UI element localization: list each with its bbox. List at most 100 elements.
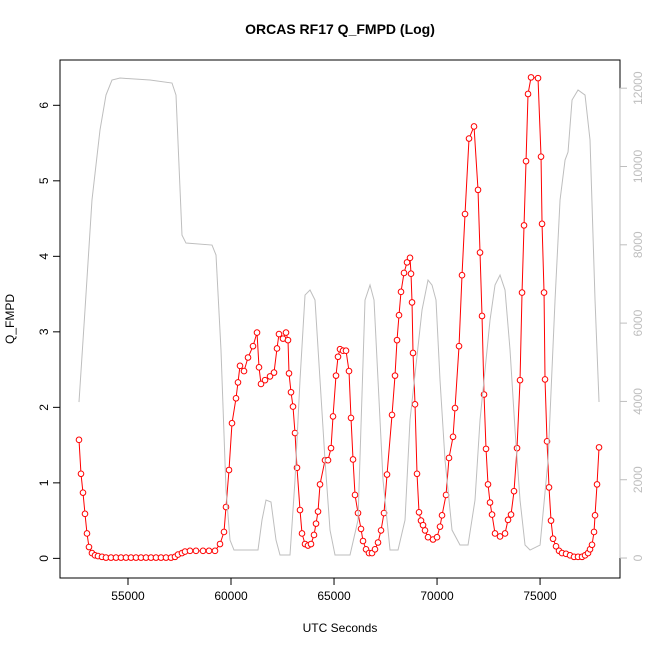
point [395,311,403,319]
point [284,336,292,344]
point [451,404,459,412]
point [228,419,236,427]
point [504,516,512,524]
y2-tick-label: 2000 [631,466,645,493]
point [518,289,526,296]
point [549,535,557,543]
point [75,436,83,444]
point [225,466,233,474]
point [253,329,261,336]
point [455,342,463,350]
y-tick-label: 3 [37,328,51,335]
point [595,444,603,451]
point [345,367,353,375]
point [534,74,542,82]
point [406,254,414,262]
y-tick-label: 2 [37,404,51,411]
point [403,259,411,266]
point [312,520,320,527]
y2-tick-label: 10000 [631,149,645,183]
point [342,347,350,355]
point [236,362,244,370]
y2-tick-label: 4000 [631,388,645,415]
point [593,481,601,488]
point [216,540,224,548]
y2-tick-label: 8000 [631,231,645,258]
point [329,413,337,420]
point [307,540,315,548]
point [527,74,535,81]
point [327,444,335,452]
point [465,135,473,142]
point [537,153,545,160]
point [255,364,263,371]
point [211,547,219,555]
chart-title: ORCAS RF17 Q_FMPD (Log) [245,21,435,37]
point [393,336,401,344]
point [285,370,293,377]
point [371,546,379,553]
point [474,186,482,194]
point [516,376,524,384]
point [275,330,283,338]
point [540,289,548,296]
point [316,481,324,488]
y2-tick-label: 0 [631,554,645,561]
point [590,528,598,536]
point [433,533,441,541]
point [232,394,240,402]
point [347,414,355,422]
point [77,470,85,478]
point [220,528,228,536]
point [266,373,274,380]
point [486,499,494,506]
point [324,456,332,464]
point [476,249,484,256]
point [296,506,304,514]
point [496,533,504,540]
point [287,388,295,396]
point [421,527,429,534]
point [257,380,265,388]
point [591,512,599,519]
point [351,491,359,499]
point [359,537,367,545]
point [438,512,446,519]
point [388,411,396,419]
point [538,220,546,228]
y-axis-label: Q_FMPD [3,294,17,344]
y-tick-label: 6 [37,102,51,109]
point [298,530,306,537]
point [186,547,194,555]
point [289,403,297,410]
point [391,372,399,379]
y-tick-label: 5 [37,177,51,184]
point [397,288,405,296]
point [413,470,421,478]
point [249,342,257,350]
series-line [78,77,600,556]
point [192,547,200,555]
y-tick-label: 0 [37,555,51,562]
point [491,530,499,537]
x-tick-label: 55000 [111,589,145,603]
x-tick-label: 75000 [523,589,557,603]
point [547,517,555,524]
y-tick-label: 1 [37,479,51,486]
point [484,481,492,488]
point [205,547,213,555]
point [270,369,278,376]
point [552,542,560,550]
point [470,123,478,130]
point [522,157,530,165]
point [507,511,515,518]
point [415,509,423,516]
point [478,312,486,320]
x-tick-label: 65000 [317,589,351,603]
point [282,329,290,336]
point [524,90,532,98]
point [383,471,391,478]
y2-tick-label: 6000 [631,309,645,336]
point [545,484,553,491]
